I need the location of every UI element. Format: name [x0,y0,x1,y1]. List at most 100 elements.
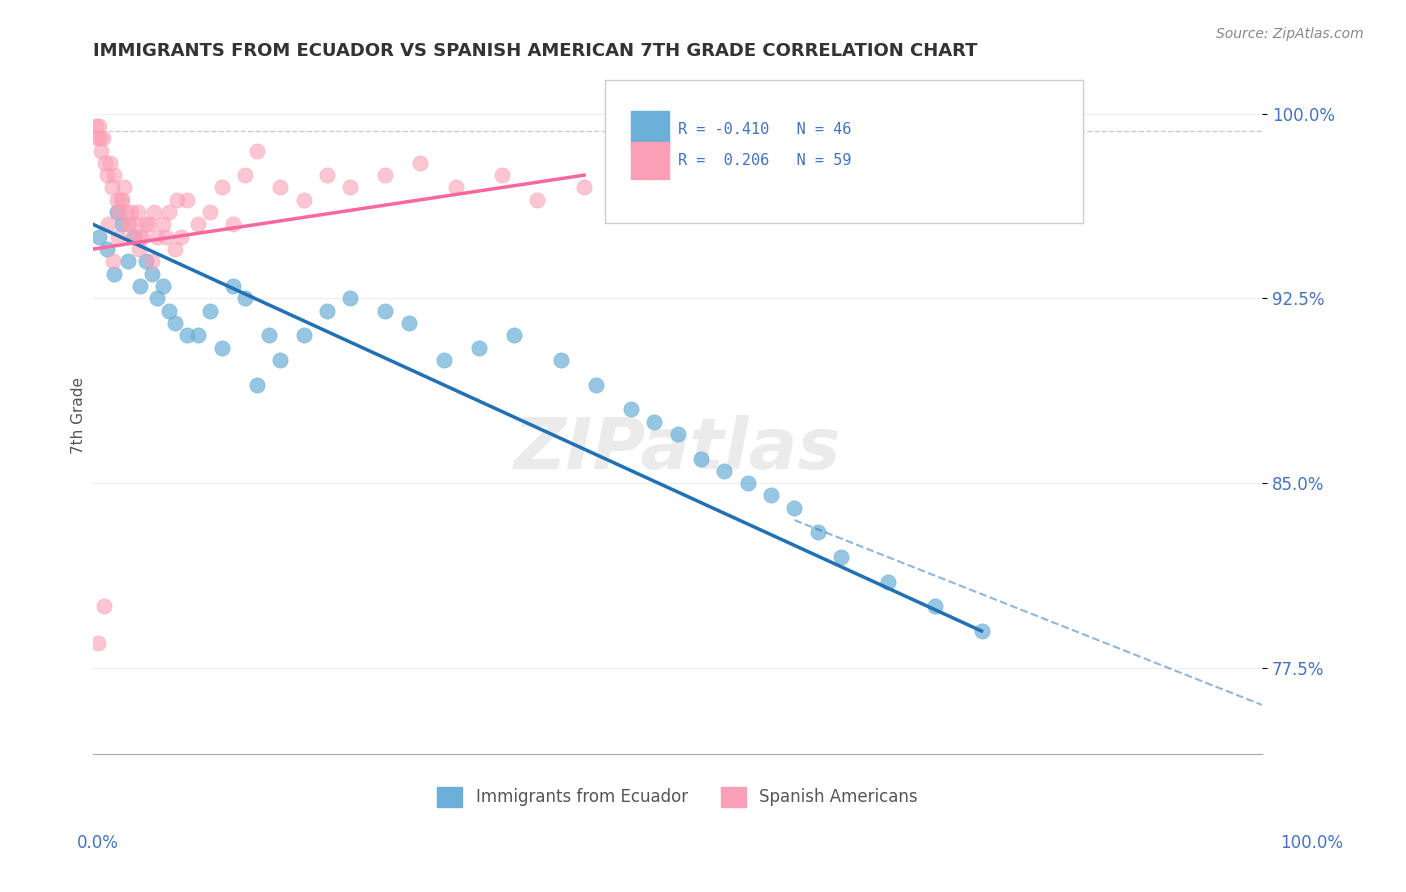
Point [163,242,186,256]
Point [87,229,110,244]
Point [163,316,186,330]
Point [129,279,152,293]
Point [98,156,121,170]
Text: R =  0.206   N = 59: R = 0.206 N = 59 [678,153,851,168]
Point [108,205,131,219]
Point [374,168,396,182]
Legend: Immigrants from Ecuador, Spanish Americans: Immigrants from Ecuador, Spanish America… [430,780,925,814]
Point [118,218,141,232]
Point [103,267,125,281]
Point [128,242,150,256]
Point [187,328,209,343]
Point [157,205,180,219]
Point [146,229,169,244]
Point [970,624,993,638]
Point [122,229,145,244]
Point [198,205,221,219]
Point [269,180,291,194]
Point [187,218,209,232]
Point [170,229,193,244]
Point [97,218,120,232]
Point [138,218,160,232]
Point [877,574,900,589]
Point [155,229,177,244]
Point [339,180,361,194]
Point [211,180,233,194]
Point [84,119,107,133]
Point [759,488,782,502]
Point [86,131,108,145]
Point [146,291,169,305]
Point [292,328,315,343]
Point [103,168,125,182]
Point [105,193,128,207]
Point [620,402,643,417]
Point [101,254,124,268]
Point [96,242,118,256]
Text: IMMIGRANTS FROM ECUADOR VS SPANISH AMERICAN 7TH GRADE CORRELATION CHART: IMMIGRANTS FROM ECUADOR VS SPANISH AMERI… [93,42,977,60]
Point [96,168,118,182]
Point [131,229,153,244]
Point [807,525,830,540]
Text: R = -0.410   N = 46: R = -0.410 N = 46 [678,122,851,136]
Point [115,205,138,219]
Point [93,599,115,614]
Point [89,131,111,145]
Point [924,599,946,614]
Point [339,291,361,305]
Point [433,353,456,368]
Point [292,193,315,207]
Point [409,156,432,170]
Point [643,415,665,429]
Point [94,156,117,170]
Point [666,426,689,441]
Point [111,218,134,232]
Point [572,180,595,194]
Point [87,636,110,650]
Text: ZIPatlas: ZIPatlas [515,415,841,483]
Point [176,328,198,343]
Point [157,303,180,318]
Point [111,193,134,207]
Point [713,464,735,478]
Point [166,193,188,207]
Point [176,193,198,207]
Point [526,193,548,207]
Point [91,131,114,145]
Point [211,341,233,355]
Point [117,254,139,268]
Point [135,254,157,268]
Point [87,119,110,133]
Y-axis label: 7th Grade: 7th Grade [72,377,86,454]
Point [112,180,135,194]
Text: Source: ZipAtlas.com: Source: ZipAtlas.com [1216,27,1364,41]
Point [444,180,467,194]
Point [117,218,139,232]
Point [246,144,269,158]
Point [468,341,491,355]
Point [122,229,145,244]
Point [830,550,852,565]
Point [143,205,166,219]
Point [135,218,157,232]
Point [198,303,221,318]
Point [129,229,152,244]
Point [101,180,124,194]
Point [152,279,174,293]
Text: 0.0%: 0.0% [77,834,120,852]
Point [316,168,339,182]
Point [105,205,128,219]
Point [585,377,607,392]
Point [374,303,396,318]
Point [233,291,256,305]
Point [550,353,572,368]
Point [141,254,163,268]
Point [233,168,256,182]
Point [222,279,245,293]
Point [690,451,713,466]
Point [398,316,420,330]
Point [222,218,245,232]
Point [127,205,149,219]
Point [90,144,112,158]
Point [316,303,339,318]
